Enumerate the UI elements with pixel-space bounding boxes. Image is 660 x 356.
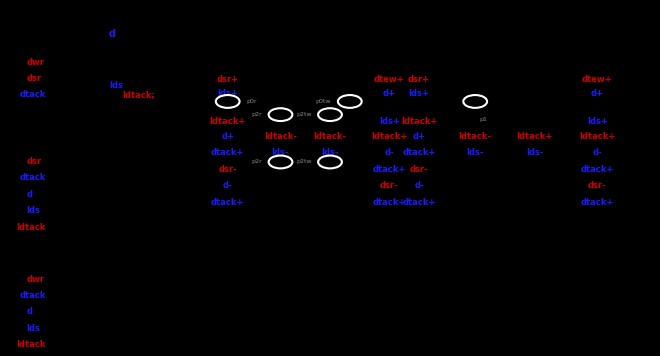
Text: ldtack+: ldtack+ (209, 116, 246, 126)
Text: dtack+: dtack+ (211, 198, 244, 208)
Text: d: d (26, 307, 32, 316)
Text: d+: d+ (591, 89, 604, 98)
Text: ldtack+: ldtack+ (579, 132, 616, 141)
Text: ldtack-: ldtack- (314, 132, 346, 141)
Text: dsr: dsr (26, 157, 42, 167)
Text: p2tw: p2tw (296, 112, 312, 117)
Text: dtack+: dtack+ (373, 164, 406, 174)
Text: dsr-: dsr- (410, 164, 428, 174)
Text: lds: lds (109, 81, 123, 90)
Text: dsr-: dsr- (380, 181, 399, 190)
Text: lds: lds (26, 324, 40, 333)
Text: p2r: p2r (251, 159, 262, 164)
Text: d-: d- (414, 181, 424, 190)
Text: p2r: p2r (251, 112, 262, 117)
Text: ldtack+: ldtack+ (371, 132, 408, 141)
Text: ldtack: ldtack (16, 340, 46, 349)
Text: d-: d- (223, 181, 232, 190)
Text: dwr: dwr (26, 275, 44, 284)
Text: d: d (26, 189, 32, 199)
Text: ldtack;: ldtack; (122, 90, 155, 99)
Text: lds-: lds- (321, 148, 339, 157)
Circle shape (338, 95, 362, 108)
Text: dtew+: dtew+ (374, 74, 405, 84)
Circle shape (269, 156, 292, 168)
Text: d+: d+ (383, 89, 396, 98)
Text: d+: d+ (221, 132, 234, 141)
Text: dtack+: dtack+ (403, 148, 436, 157)
Text: p1: p1 (479, 117, 487, 122)
Text: dtack: dtack (20, 90, 46, 99)
Text: d-: d- (385, 148, 394, 157)
Text: dsr-: dsr- (588, 181, 607, 190)
Text: dsr+: dsr+ (216, 74, 239, 84)
Text: lds-: lds- (526, 148, 543, 157)
Text: dsr-: dsr- (218, 164, 237, 174)
Circle shape (318, 156, 342, 168)
Text: p2tw: p2tw (296, 159, 312, 164)
Text: ldtack-: ldtack- (459, 132, 492, 141)
Circle shape (318, 108, 342, 121)
Text: p0r: p0r (246, 99, 257, 104)
Text: dtack+: dtack+ (211, 148, 244, 157)
Text: dwr: dwr (26, 58, 44, 67)
Text: dsr+: dsr+ (408, 74, 430, 84)
Circle shape (463, 95, 487, 108)
Text: dtack: dtack (20, 291, 46, 300)
Circle shape (269, 108, 292, 121)
Text: ldtack: ldtack (16, 223, 46, 232)
Text: ldtack+: ldtack+ (516, 132, 553, 141)
Text: lds: lds (26, 205, 40, 215)
Text: lds-: lds- (467, 148, 484, 157)
Text: dtew+: dtew+ (582, 74, 612, 84)
Circle shape (216, 95, 240, 108)
Text: lds-: lds- (272, 148, 289, 157)
Text: lds+: lds+ (409, 89, 430, 98)
Text: dtack+: dtack+ (373, 198, 406, 208)
Text: d-: d- (593, 148, 602, 157)
Text: d: d (109, 29, 116, 39)
Text: ldtack-: ldtack- (264, 132, 297, 141)
Text: p0tw: p0tw (316, 99, 331, 104)
Text: d+: d+ (412, 132, 426, 141)
Text: dtack+: dtack+ (581, 164, 614, 174)
Text: lds+: lds+ (217, 89, 238, 98)
Text: dtack+: dtack+ (581, 198, 614, 208)
Text: lds+: lds+ (379, 116, 400, 126)
Text: dtack+: dtack+ (403, 198, 436, 208)
Text: dsr: dsr (26, 74, 42, 83)
Text: ldtack+: ldtack+ (401, 116, 438, 126)
Text: lds+: lds+ (587, 116, 608, 126)
Text: dtack: dtack (20, 173, 46, 183)
